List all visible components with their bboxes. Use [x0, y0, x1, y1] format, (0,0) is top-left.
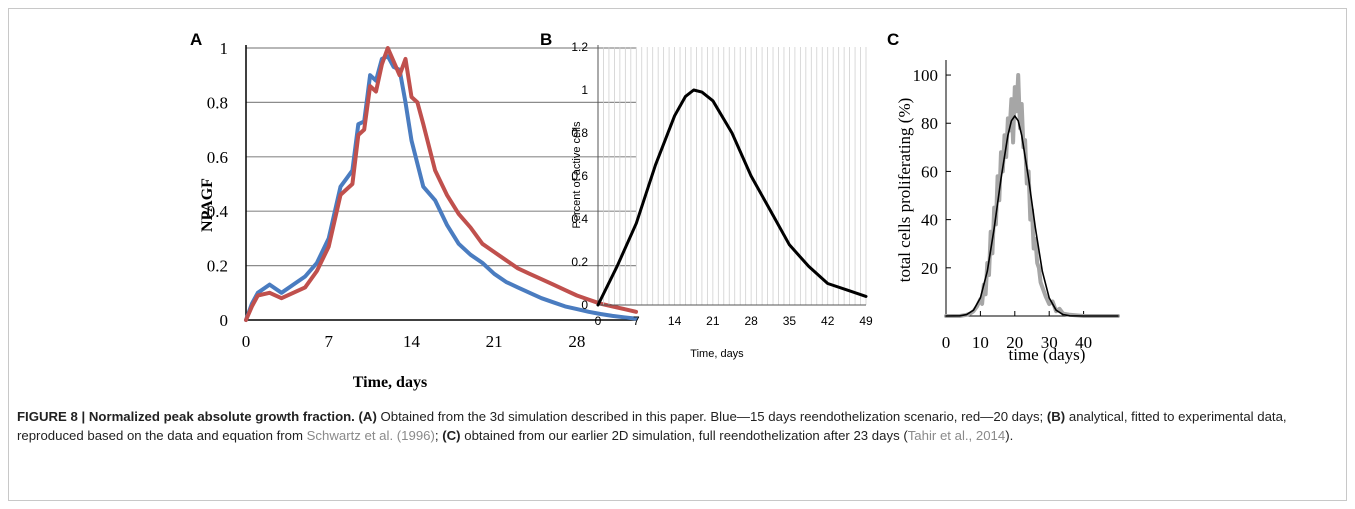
- panel-b-series: [596, 88, 868, 307]
- panel-a-chart: 0 0.2 0.4 0.6 0.8 1 0 7 14 21 28 Time, days NPAGF: [199, 39, 638, 391]
- panel-letter-c: C: [887, 30, 899, 49]
- panel-b-y-label: Percent of active cells: [571, 121, 583, 228]
- x-tick-label: 0: [595, 314, 602, 328]
- caption-separator: ;: [434, 428, 439, 443]
- x-tick-label: 42: [821, 314, 835, 328]
- panel-letter-b: B: [540, 30, 552, 49]
- x-tick-label: 14: [403, 332, 421, 351]
- x-tick-label: 35: [783, 314, 797, 328]
- caption-citation-tahir[interactable]: Tahir et al., 2014: [907, 428, 1006, 443]
- caption-ref-c: (C): [442, 428, 461, 443]
- x-tick-label: 30: [1041, 333, 1058, 352]
- panel-c-series: [944, 73, 1120, 318]
- panel-a-tick-labels: 0 0.2 0.4 0.6 0.8 1 0 7 14 21 28: [207, 39, 586, 351]
- panel-b-tick-labels: 0 0.2 0.4 0.6 0.8 1 1.2 0 7 14 21 28 35 42 49: [571, 40, 873, 328]
- panel-a-x-label: Time, days: [353, 374, 427, 391]
- x-tick-label: 7: [633, 314, 640, 328]
- figure-plots: A B C 0 0.2 0.4 0.6 0.8 1 0 7 14 21 28 Time, days …: [190, 30, 1120, 391]
- caption-figure-label: FIGURE 8 |: [17, 409, 86, 424]
- y-tick-label: 0.6: [207, 148, 228, 167]
- y-tick-label: 1: [581, 83, 588, 97]
- panel-a-series: [244, 46, 638, 322]
- x-tick-label: 20: [1006, 333, 1023, 352]
- panel-b-x-label: Time, days: [690, 348, 744, 360]
- caption-citation-schwartz[interactable]: Schwartz et al. (1996): [306, 428, 435, 443]
- y-tick-label: 100: [913, 66, 939, 85]
- y-tick-label: 0: [581, 298, 588, 312]
- x-tick-label: 0: [942, 333, 951, 352]
- figure-frame: [8, 8, 1347, 501]
- panel-c-x-label: time (days): [1009, 345, 1086, 364]
- x-tick-label: 49: [859, 314, 873, 328]
- series-line-red: [244, 46, 638, 322]
- panel-letter-a: A: [190, 30, 202, 49]
- caption-text-b: analytical, fitted to experimental data,…: [17, 409, 1287, 443]
- y-tick-label: 20: [921, 259, 938, 278]
- caption-ref-b: (B): [1046, 409, 1066, 424]
- y-tick-label: 0.6: [571, 169, 588, 183]
- x-tick-label: 14: [668, 314, 682, 328]
- x-tick-label: 28: [744, 314, 758, 328]
- figure-caption: FIGURE 8 | Normalized peak absolute grow…: [17, 407, 1337, 445]
- y-tick-label: 0.8: [571, 126, 588, 140]
- caption-text-a: Obtained from the 3d simulation describe…: [380, 409, 1044, 424]
- panel-c-tick-labels: 20 40 60 80 100 0 10 20 30 40: [913, 66, 1093, 352]
- panel-b-gridlines: [603, 47, 867, 305]
- y-tick-label: 0.4: [571, 212, 588, 226]
- series-line-black: [596, 88, 868, 307]
- x-tick-label: 7: [324, 332, 333, 351]
- y-tick-label: 1.2: [571, 40, 588, 54]
- y-tick-label: 0.8: [207, 93, 228, 112]
- y-tick-label: 0: [220, 311, 229, 330]
- caption-ref-a: (A): [358, 409, 377, 424]
- y-tick-label: 0.2: [571, 255, 588, 269]
- caption-text-c: obtained from our earlier 2D simulation,…: [464, 428, 908, 443]
- x-tick-label: 0: [242, 332, 251, 351]
- x-tick-label: 28: [568, 332, 585, 351]
- x-tick-label: 21: [486, 332, 503, 351]
- y-tick-label: 0.2: [207, 257, 228, 276]
- y-tick-label: 60: [921, 162, 938, 181]
- x-tick-label: 40: [1075, 333, 1092, 352]
- y-tick-label: 40: [921, 211, 938, 230]
- x-tick-label: 10: [972, 333, 989, 352]
- panel-b-chart: 0 0.2 0.4 0.6 0.8 1 1.2 0 7 14 21 28 35 42 49 Time, da…: [571, 40, 873, 360]
- caption-end: ).: [1005, 428, 1014, 443]
- y-tick-label: 0.4: [207, 202, 229, 221]
- panel-a-y-label: NPAGF: [199, 178, 216, 232]
- series-line-blue: [244, 54, 638, 322]
- y-tick-label: 1: [220, 39, 229, 58]
- series-line-grey: [944, 73, 1120, 318]
- y-tick-label: 80: [921, 114, 938, 133]
- caption-figure-title: Normalized peak absolute growth fraction…: [88, 409, 355, 424]
- panel-c-chart: 20 40 60 80 100 0 10 20 30 40 time (days) total c…: [895, 60, 1120, 364]
- series-line-black: [945, 115, 1119, 317]
- panel-c-y-label: total cells proliferating (%): [895, 98, 914, 283]
- x-tick-label: 21: [706, 314, 720, 328]
